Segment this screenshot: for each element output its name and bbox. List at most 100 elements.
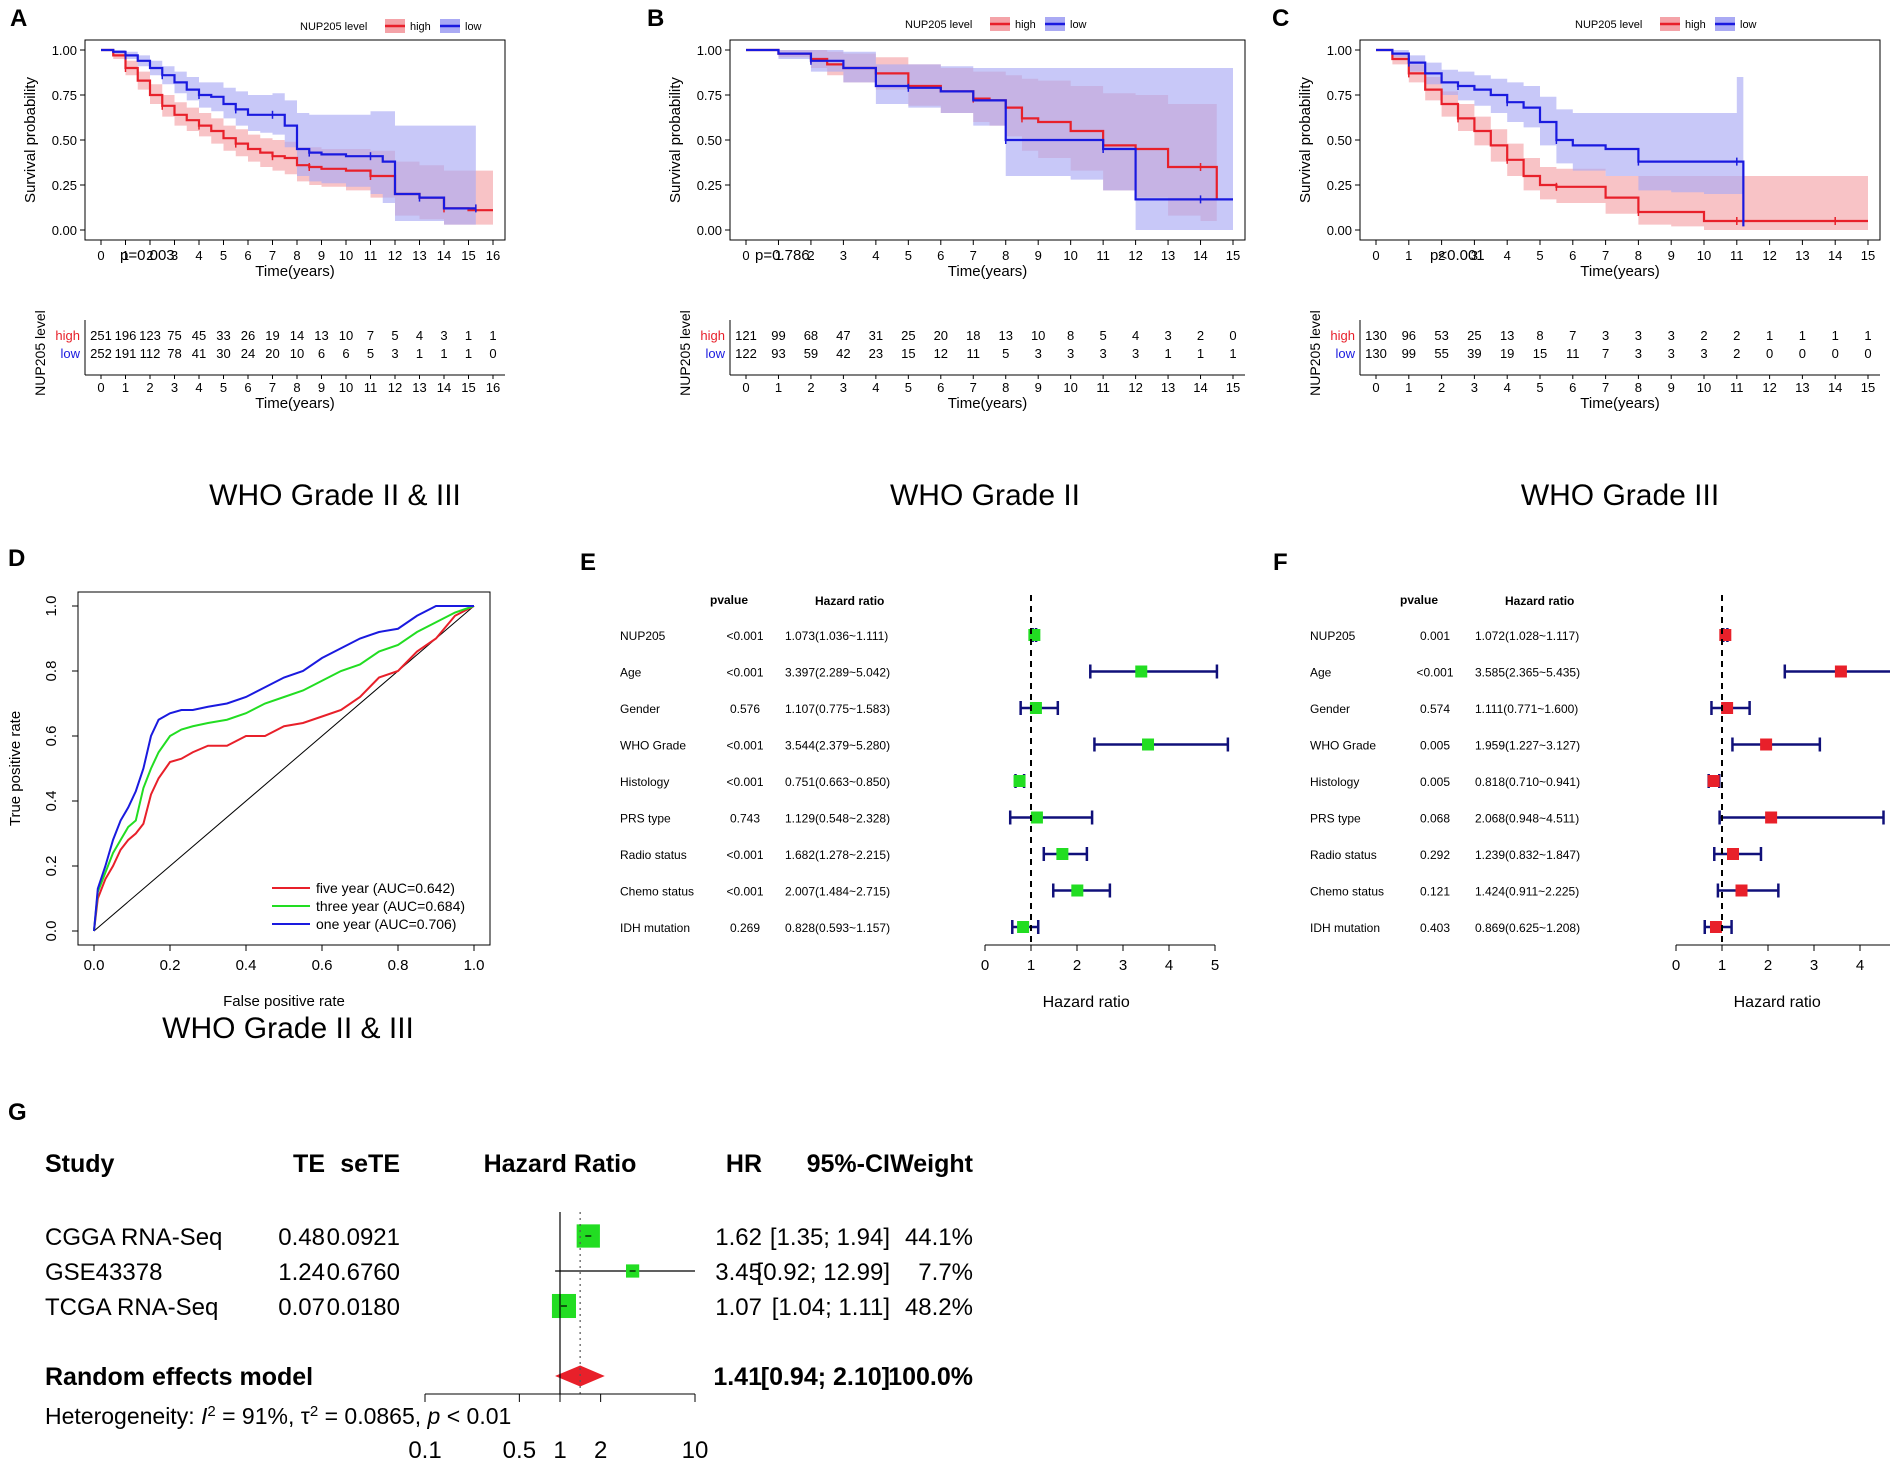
- ci-band-low: [746, 50, 1233, 230]
- row-pvalue: 0.574: [1420, 702, 1450, 716]
- x-tick-label: 0.2: [160, 957, 181, 974]
- risk-count-high: 25: [1467, 328, 1481, 343]
- risk-x-tick-label: 6: [937, 380, 944, 395]
- hr-point: [1142, 738, 1155, 751]
- x-tick-label: 0.5: [503, 1437, 536, 1464]
- p-value: p=0.786: [755, 247, 810, 264]
- hr-point: [1029, 702, 1042, 714]
- roc-curve-3: [93, 605, 474, 932]
- risk-x-tick-label: 16: [486, 380, 500, 395]
- row-pvalue: <0.001: [726, 739, 763, 753]
- risk-count-high: 47: [836, 328, 850, 343]
- study-ci: [1.04; 1.11]: [772, 1294, 890, 1321]
- x-tick-label: 2: [146, 248, 153, 263]
- x-tick-label: 11: [1730, 248, 1744, 263]
- col-header-hr: Hazard ratio: [1505, 594, 1574, 608]
- hr-point: [1834, 665, 1847, 678]
- y-tick-label: 0.8: [43, 661, 60, 682]
- study-name: TCGA RNA-Seq: [45, 1294, 218, 1321]
- roc-curve-2: [93, 605, 475, 932]
- x-tick-label: 3: [1471, 248, 1478, 263]
- row-hr-text: 1.682(1.278~2.215): [785, 848, 890, 862]
- y-tick-label: 0.4: [43, 791, 60, 812]
- row-pvalue: 0.292: [1420, 848, 1450, 862]
- hr-point: [1726, 848, 1739, 860]
- risk-x-tick-label: 5: [905, 380, 912, 395]
- heterogeneity-part: < 0.01: [440, 1403, 511, 1429]
- row-label: Radio status: [1310, 848, 1377, 862]
- risk-count-low: 93: [771, 346, 785, 361]
- y-tick-label: 0.00: [1327, 223, 1352, 238]
- risk-x-tick-label: 10: [1697, 380, 1711, 395]
- row-label: NUP205: [1310, 629, 1356, 643]
- row-hr-text: 3.585(2.365~5.435): [1475, 666, 1580, 680]
- row-pvalue: <0.001: [726, 629, 763, 643]
- hr-point: [1017, 921, 1030, 933]
- risk-count-high: 123: [139, 328, 161, 343]
- x-tick-label: 2: [1438, 248, 1445, 263]
- x-tick-label: 11: [364, 248, 378, 263]
- risk-x-tick-label: 14: [437, 380, 451, 395]
- x-tick-label: 2: [1764, 957, 1772, 974]
- study-sete: 0.0921: [327, 1224, 400, 1251]
- legend-title: NUP205 level: [905, 19, 972, 31]
- study-hr: 1.62: [715, 1224, 762, 1251]
- risk-x-tick-label: 4: [872, 380, 879, 395]
- risk-count-high: 7: [367, 328, 374, 343]
- km-panel-C: C0.000.250.500.751.000 1 2 3 4 5 6 7 8 9 10 11 12 13 1…: [1272, 5, 1881, 512]
- risk-count-high: 10: [1031, 328, 1045, 343]
- y-tick-label: 0.25: [1327, 178, 1352, 193]
- row-pvalue: 0.403: [1420, 921, 1450, 935]
- row-hr-text: 1.129(0.548~2.328): [785, 812, 890, 826]
- risk-x-tick-label: 8: [1635, 380, 1642, 395]
- x-tick-label: 10: [1697, 248, 1711, 263]
- legend-label-high: high: [410, 21, 431, 33]
- x-tick-label: 0.8: [388, 957, 409, 974]
- risk-count-high: 251: [90, 328, 112, 343]
- risk-x-tick-label: 11: [1096, 380, 1110, 395]
- x-tick-label: 1: [1027, 957, 1035, 974]
- risk-count-high: 75: [167, 328, 181, 343]
- panel-label-C: C: [1272, 5, 1289, 32]
- x-tick-label: 0.1: [408, 1437, 441, 1464]
- risk-count-high: 2: [1197, 328, 1204, 343]
- risk-count-high: 3: [440, 328, 447, 343]
- y-tick-label: 1.00: [697, 43, 722, 58]
- row-label: PRS type: [620, 812, 671, 826]
- risk-x-tick-label: 10: [339, 380, 353, 395]
- y-tick-label: 1.00: [1327, 43, 1352, 58]
- x-tick-label: 3: [840, 248, 847, 263]
- panel-label-D: D: [8, 545, 25, 572]
- heterogeneity-text: Heterogeneity: I2 = 91%, τ2 = 0.0865, p …: [45, 1403, 511, 1430]
- risk-count-high: 5: [1100, 328, 1107, 343]
- row-label: Gender: [1310, 702, 1350, 716]
- risk-x-tick-label: 1: [775, 380, 782, 395]
- risk-count-high: 3: [1635, 328, 1642, 343]
- risk-count-low: 41: [192, 346, 206, 361]
- risk-count-high: 13: [1500, 328, 1514, 343]
- risk-count-low: 6: [318, 346, 325, 361]
- x-tick-label: 1: [1405, 248, 1412, 263]
- x-tick-label: 0: [97, 248, 104, 263]
- study-ci: [0.92; 12.99]: [757, 1259, 890, 1286]
- x-axis-label: Time(years): [255, 263, 334, 280]
- risk-row-label-high: high: [1330, 328, 1355, 343]
- risk-count-high: 196: [115, 328, 137, 343]
- risk-count-high: 26: [241, 328, 255, 343]
- risk-count-high: 1: [1864, 328, 1871, 343]
- x-tick-label: 8: [1635, 248, 1642, 263]
- risk-count-high: 1: [489, 328, 496, 343]
- hr-point: [1013, 775, 1026, 787]
- heterogeneity-part: 2: [207, 1403, 215, 1420]
- row-hr-text: 1.107(0.775~1.583): [785, 702, 890, 716]
- risk-table-title: NUP205 level: [32, 310, 48, 396]
- row-label: Chemo status: [620, 885, 694, 899]
- risk-count-high: 1: [1766, 328, 1773, 343]
- header-study: Study: [45, 1150, 115, 1178]
- row-label: Age: [620, 666, 642, 680]
- row-hr-text: 3.397(2.289~5.042): [785, 666, 890, 680]
- risk-count-high: 4: [1132, 328, 1139, 343]
- km-curve-low: [746, 48, 1233, 201]
- x-tick-label: 15: [461, 248, 475, 263]
